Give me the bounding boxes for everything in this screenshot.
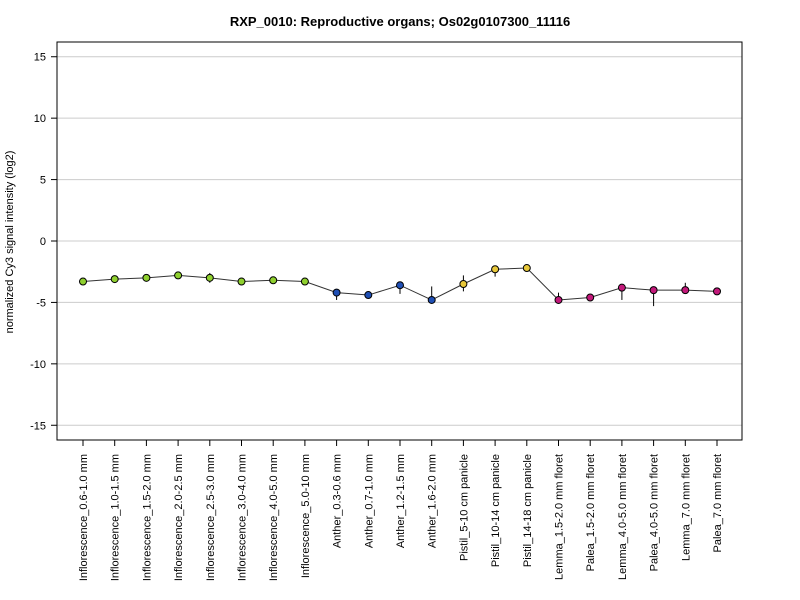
x-tick-label: Inflorescence_2.0-2.5 mm — [173, 454, 185, 581]
data-point — [522, 264, 531, 273]
data-point — [174, 271, 183, 280]
x-tick-label: Anther_1.2-1.5 mm — [395, 454, 407, 548]
data-point — [617, 283, 626, 292]
x-tick-label: Inflorescence_1.5-2.0 mm — [141, 454, 153, 581]
y-axis: -15 -10 -5 0 5 10 15 — [30, 52, 57, 432]
y-tick-label: -5 — [36, 297, 46, 309]
x-tick-label: Inflorescence_2.5-3.0 mm — [205, 454, 217, 581]
data-point — [713, 287, 721, 296]
x-tick-label: Pistil_5-10 cm panicle — [458, 454, 470, 561]
x-tick-label: Pistil_10-14 cm panicle — [490, 454, 502, 567]
y-tick-label: 10 — [34, 113, 46, 125]
x-tick-label: Palea_4.0-5.0 mm floret — [649, 454, 661, 571]
data-point — [459, 279, 468, 288]
x-tick-label: Anther_0.3-0.6 mm — [332, 454, 344, 548]
x-tick-label: Lemma_7.0 mm floret — [680, 454, 692, 561]
x-tick-label: Lemma_1.5-2.0 mm floret — [554, 454, 566, 580]
data-point — [205, 273, 214, 282]
data-point — [332, 288, 341, 297]
data-point — [364, 291, 373, 300]
x-axis: Inflorescence_0.6-1.0 mm Inflorescence_1.… — [78, 440, 724, 581]
y-axis-label: normalized Cy3 signal intensity (log2) — [4, 151, 16, 334]
data-point — [237, 277, 246, 286]
x-tick-label: Inflorescence_3.0-4.0 mm — [237, 454, 249, 581]
x-tick-label: Pistil_14-18 cm panicle — [522, 454, 534, 567]
data-point — [586, 293, 595, 302]
data-point — [491, 265, 500, 274]
x-tick-label: Palea_7.0 mm floret — [712, 454, 724, 552]
data-point — [142, 273, 151, 282]
x-tick-label: Palea_1.5-2.0 mm floret — [585, 454, 597, 571]
y-tick-label: 15 — [34, 52, 46, 64]
y-tick-label: -10 — [30, 359, 46, 371]
x-tick-label: Inflorescence_0.6-1.0 mm — [78, 454, 90, 581]
x-tick-label: Inflorescence_5.0-10 mm — [300, 454, 312, 578]
y-tick-label: 5 — [40, 175, 46, 187]
data-point — [79, 277, 87, 286]
grid-lines — [57, 56, 742, 426]
x-tick-label: Anther_1.6-2.0 mm — [427, 454, 439, 548]
x-tick-label: Lemma_4.0-5.0 mm floret — [617, 454, 629, 580]
data-point — [427, 295, 436, 304]
y-tick-label: 0 — [40, 236, 46, 248]
data-point — [110, 275, 119, 284]
data-point — [300, 277, 309, 286]
y-tick-label: -15 — [30, 420, 46, 432]
data-point — [681, 286, 690, 295]
x-tick-label: Anther_0.7-1.0 mm — [363, 454, 375, 548]
x-tick-label: Inflorescence_1.0-1.5 mm — [110, 454, 122, 581]
chart-title: RXP_0010: Reproductive organs; Os02g0107… — [230, 14, 570, 29]
data-points — [79, 264, 721, 304]
data-point — [649, 286, 658, 295]
data-point — [554, 295, 563, 304]
data-point — [269, 276, 278, 285]
x-tick-label: Inflorescence_4.0-5.0 mm — [268, 454, 280, 581]
data-point — [396, 281, 404, 290]
